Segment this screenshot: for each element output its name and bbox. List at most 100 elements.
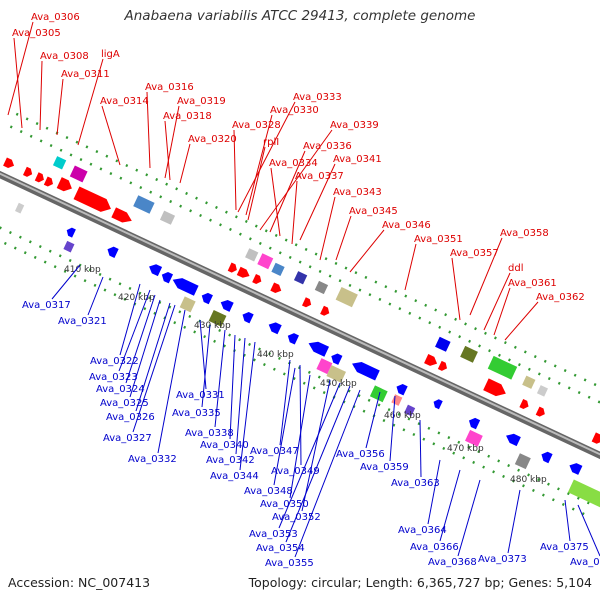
forward-label-15: Ava_0336 [303, 141, 352, 152]
reverse-label-8: Ava_0332 [128, 454, 177, 465]
reverse-gene-18-shape [541, 451, 553, 464]
forward-gene-18-shape [591, 432, 600, 444]
reverse-gene-30 [567, 479, 600, 510]
reverse-gene-21-shape [179, 296, 196, 313]
forward-gene-26-shape [293, 271, 308, 285]
tick-label-5: 460 kbp [384, 411, 421, 421]
forward-leader-0 [7, 21, 34, 116]
forward-leader-16 [270, 167, 281, 237]
forward-gene-22-shape [159, 210, 176, 225]
tick-label-7: 480 kbp [510, 475, 547, 485]
reverse-leader-22 [294, 389, 361, 558]
forward-gene-4 [56, 177, 72, 192]
forward-gene-15-shape [483, 378, 506, 397]
reverse-gene-13 [352, 362, 380, 381]
reverse-gene-18 [541, 451, 553, 464]
forward-gene-12 [320, 305, 330, 316]
reverse-label-1: Ava_0321 [58, 316, 107, 327]
forward-gene-31-shape [487, 355, 518, 380]
reverse-gene-3 [149, 264, 163, 277]
forward-label-13: rplI [263, 137, 279, 148]
reverse-leader-0 [51, 264, 81, 300]
forward-leader-21 [349, 229, 385, 273]
reverse-gene-14-shape [396, 384, 408, 396]
reverse-leader-3 [118, 289, 151, 372]
reverse-gene-4-shape [161, 272, 174, 284]
forward-gene-7 [227, 262, 237, 273]
reverse-leader-12 [229, 334, 236, 440]
reverse-leader-4 [125, 294, 156, 384]
tick-label-4: 450 kbp [320, 379, 357, 389]
forward-gene-25-shape [271, 262, 285, 277]
forward-label-20: Ava_0345 [349, 206, 398, 217]
forward-leader-10 [237, 101, 296, 213]
reverse-label-0: Ava_0317 [22, 300, 71, 311]
forward-gene-12-shape [320, 305, 330, 316]
reverse-label-4: Ava_0324 [96, 384, 145, 395]
reverse-gene-25 [369, 385, 388, 403]
reverse-leader-31 [577, 504, 600, 557]
genome-backbone-highlight [0, 172, 600, 456]
reverse-gene-29-shape [514, 453, 531, 470]
reverse-label-20: Ava_0353 [249, 529, 298, 540]
reverse-leader-21 [285, 385, 351, 543]
forward-label-4: Ava_0311 [61, 69, 110, 80]
forward-label-8: Ava_0318 [163, 111, 212, 122]
forward-gene-0 [3, 157, 15, 168]
forward-label-21: Ava_0346 [382, 220, 431, 231]
reverse-label-9: Ava_0331 [176, 390, 225, 401]
reverse-gene-27 [404, 404, 416, 417]
reverse-label-31: Ava_0376 [570, 557, 600, 568]
forward-leader-6 [101, 105, 121, 166]
reverse-gene-22 [208, 309, 227, 327]
reverse-gene-23-shape [316, 358, 333, 375]
reverse-gene-8-shape [242, 311, 254, 324]
forward-leader-19 [319, 196, 336, 261]
track-dots-3 [0, 239, 586, 516]
reverse-leader-30 [564, 499, 571, 542]
reverse-gene-28 [465, 429, 483, 447]
reverse-gene-0 [15, 202, 25, 214]
reverse-gene-17-shape [506, 433, 521, 447]
forward-gene-19-shape [69, 165, 88, 183]
reverse-leader-26 [427, 459, 441, 525]
reverse-gene-16-shape [468, 417, 481, 430]
reverse-gene-25-shape [369, 385, 388, 403]
reverse-label-11: Ava_0338 [185, 428, 234, 439]
reverse-gene-12 [331, 353, 343, 365]
forward-gene-19 [69, 165, 88, 183]
forward-leader-9 [179, 143, 191, 184]
reverse-gene-30-shape [567, 479, 600, 510]
reverse-leader-8 [157, 309, 186, 454]
reverse-leader-28 [457, 479, 481, 557]
forward-label-7: Ava_0319 [177, 96, 226, 107]
reverse-gene-16 [468, 417, 481, 430]
reverse-gene-11 [308, 341, 330, 357]
reverse-label-16: Ava_0349 [271, 466, 320, 477]
reverse-gene-4 [161, 272, 174, 284]
reverse-gene-15-shape [433, 399, 443, 410]
reverse-gene-1-shape [66, 227, 76, 238]
tick-label-6: 470 kbp [447, 444, 484, 454]
forward-gene-22 [159, 210, 176, 225]
reverse-gene-27-shape [404, 404, 416, 417]
forward-gene-33-shape [536, 385, 548, 397]
forward-leader-3 [77, 58, 104, 146]
forward-gene-1 [23, 166, 33, 177]
forward-leader-18 [291, 180, 298, 245]
reverse-gene-19-shape [569, 463, 583, 475]
forward-gene-10 [270, 282, 282, 293]
reverse-gene-0-shape [15, 202, 25, 214]
forward-label-10: Ava_0333 [293, 92, 342, 103]
forward-gene-5-shape [73, 186, 111, 212]
reverse-gene-20-shape [63, 240, 75, 253]
reverse-leader-19 [301, 379, 331, 512]
forward-gene-20-shape [52, 156, 67, 170]
forward-gene-13-shape [424, 354, 438, 366]
reverse-gene-28-shape [465, 429, 483, 447]
forward-leader-14 [259, 129, 333, 231]
forward-label-9: Ava_0320 [188, 134, 237, 145]
reverse-gene-1 [66, 227, 76, 238]
reverse-label-29: Ava_0373 [478, 554, 527, 565]
forward-leader-11 [245, 114, 273, 216]
